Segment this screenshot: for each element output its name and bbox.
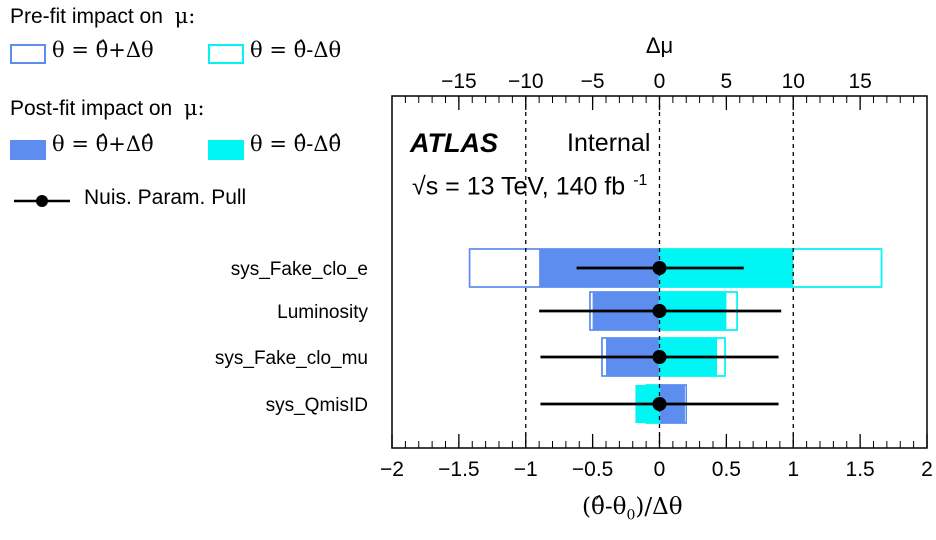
- x-tick-label: −0.5: [572, 458, 613, 481]
- prefit-legend-title: Pre-fit impact on μ:: [10, 4, 195, 29]
- pull-legend-label: Nuis. Param. Pull: [84, 186, 247, 209]
- postfit-title-text: Post-fit impact on: [10, 97, 173, 120]
- atlas-label: ATLAS: [410, 128, 498, 158]
- x2-tick-label: 10: [782, 70, 805, 93]
- postfit-legend-title: Post-fit impact on μ:: [10, 96, 205, 121]
- prefit-up-label: θ = θ̂+Δθ: [52, 38, 154, 62]
- prefit-up-swatch: [10, 44, 46, 64]
- pull-point: [652, 350, 667, 364]
- x2-tick-label: −10: [508, 70, 544, 93]
- prefit-down-swatch: [208, 44, 244, 64]
- x-tick-label: 0: [654, 458, 666, 481]
- postfit-down-swatch: [208, 140, 244, 160]
- prefit-down-label: θ = θ̂-Δθ: [250, 38, 342, 62]
- postfit-up-swatch: [10, 140, 46, 160]
- pull-point: [652, 397, 667, 411]
- x-tick-label: 1.5: [846, 458, 875, 481]
- pull-point: [652, 304, 667, 318]
- x-axis-title: (θ̂-θ0)/Δθ: [582, 494, 683, 524]
- x2-axis-title: Δμ: [646, 33, 673, 58]
- x2-tick-label: 5: [721, 70, 733, 93]
- x-tick-label: 0.5: [712, 458, 741, 481]
- x2-tick-label: 0: [654, 70, 666, 93]
- category-label: sys_Fake_clo_e: [231, 259, 368, 280]
- energy-lumi-label: √s = 13 TeV, 140 fb -1: [412, 172, 647, 201]
- x-tick-label: 1: [787, 458, 799, 481]
- category-label: sys_Fake_clo_mu: [215, 348, 368, 369]
- x2-tick-label: 15: [848, 70, 871, 93]
- x-tick-label: 2: [921, 458, 933, 481]
- pull-legend-marker: [14, 195, 70, 207]
- x2-tick-label: −5: [581, 70, 605, 93]
- postfit-mu-symbol: μ:: [183, 96, 205, 120]
- postfit-up-label: θ = θ̂+Δθ̂: [52, 132, 154, 156]
- prefit-mu-symbol: μ:: [174, 4, 196, 28]
- x-tick-label: −1.5: [438, 458, 479, 481]
- internal-label: Internal: [567, 129, 651, 157]
- x2-tick-label: −15: [441, 70, 477, 93]
- category-label: sys_QmisID: [266, 395, 368, 416]
- lumi-exponent: -1: [633, 172, 648, 189]
- pull-point: [652, 261, 667, 275]
- category-label: Luminosity: [277, 302, 368, 323]
- postfit-down-label: θ = θ̂-Δθ̂: [250, 132, 342, 156]
- x-tick-label: −2: [380, 458, 404, 481]
- energy-text: √s = 13 TeV, 140 fb: [412, 172, 626, 201]
- x-tick-label: −1: [514, 458, 538, 481]
- prefit-title-text: Pre-fit impact on: [10, 5, 163, 28]
